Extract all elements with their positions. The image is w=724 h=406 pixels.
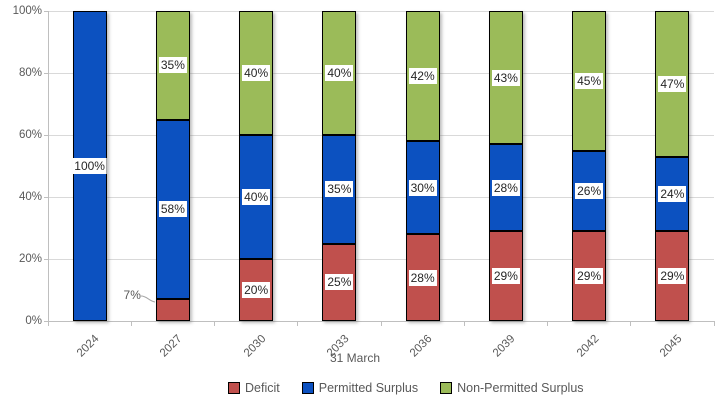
- x-tick-label: 2024: [74, 332, 102, 360]
- x-tick-label: 2045: [657, 332, 685, 360]
- bar-2030: [239, 11, 274, 321]
- y-tick-label: 80%: [18, 67, 42, 79]
- data-label: 30%: [408, 179, 437, 196]
- callout-label: 7%: [122, 288, 142, 303]
- gridline: [48, 196, 714, 198]
- x-axis-tick: [297, 321, 299, 326]
- legend-swatch-non-permitted-surplus: [440, 382, 453, 394]
- data-label: 29%: [575, 268, 604, 285]
- x-axis-tick: [547, 321, 548, 326]
- legend-item-deficit: Deficit: [228, 381, 280, 395]
- gridline: [48, 10, 714, 12]
- x-axis-tick: [47, 321, 49, 326]
- y-axis-tick: [44, 196, 48, 198]
- data-label: 40%: [242, 65, 271, 81]
- legend-label: Deficit: [245, 381, 280, 395]
- y-tick-label: 60%: [18, 129, 42, 141]
- data-label: 42%: [408, 68, 437, 85]
- x-tick-label: 2030: [241, 332, 269, 360]
- y-axis-tick: [44, 258, 48, 260]
- x-tick-label: 2042: [574, 332, 602, 360]
- x-tick-label: 2036: [407, 332, 435, 360]
- legend-item-permitted-surplus: Permitted Surplus: [301, 381, 419, 395]
- legend-swatch-deficit: [228, 382, 240, 394]
- y-axis-tick: [44, 320, 48, 322]
- data-label: 40%: [325, 65, 354, 81]
- data-label: 29%: [491, 268, 520, 285]
- legend-swatch-permitted-surplus: [301, 382, 314, 394]
- data-label: 24%: [658, 185, 687, 202]
- x-axis-tick: [630, 321, 632, 326]
- x-axis-tick: [463, 321, 465, 326]
- x-axis-tick: [713, 321, 715, 326]
- bar-segment-deficit: [155, 299, 190, 321]
- data-label: 47%: [658, 75, 687, 92]
- legend-label: Non-Permitted Surplus: [457, 381, 584, 395]
- data-label: 35%: [158, 57, 187, 74]
- gridline: [48, 258, 714, 260]
- data-label: 28%: [491, 179, 520, 196]
- legend-label: Permitted Surplus: [318, 381, 419, 395]
- y-axis-line: [48, 11, 49, 321]
- y-tick-label: 20%: [18, 253, 42, 265]
- legend-item-non-permitted-surplus: Non-Permitted Surplus: [440, 381, 584, 395]
- callout-leader-line: [140, 295, 155, 303]
- data-label: 58%: [158, 201, 187, 218]
- data-label: 20%: [242, 282, 271, 298]
- data-label: 100%: [72, 158, 107, 174]
- gridline: [48, 134, 714, 136]
- data-label: 43%: [491, 69, 520, 86]
- y-axis-tick: [44, 10, 48, 12]
- data-label: 25%: [325, 274, 354, 291]
- y-tick-label: 40%: [18, 191, 42, 203]
- x-tick-label: 2039: [491, 332, 518, 360]
- data-label: 35%: [325, 181, 354, 198]
- x-axis-tick: [214, 321, 215, 326]
- x-tick-label: 2027: [158, 332, 185, 360]
- data-label: 29%: [658, 268, 687, 285]
- y-axis-tick: [44, 134, 48, 136]
- data-label: 28%: [408, 269, 437, 286]
- gridline: [48, 72, 714, 74]
- x-axis-tick: [380, 321, 382, 326]
- data-label: 40%: [242, 189, 271, 205]
- y-axis-tick: [44, 72, 48, 74]
- x-axis-tick: [130, 321, 132, 326]
- x-axis-title: 31 March: [329, 351, 381, 365]
- data-label: 45%: [575, 72, 604, 89]
- legend: Deficit Permitted Surplus Non-Permitted Su…: [228, 381, 584, 395]
- y-tick-label: 100%: [12, 5, 42, 17]
- y-tick-label: 0%: [25, 315, 42, 327]
- data-label: 26%: [575, 182, 604, 199]
